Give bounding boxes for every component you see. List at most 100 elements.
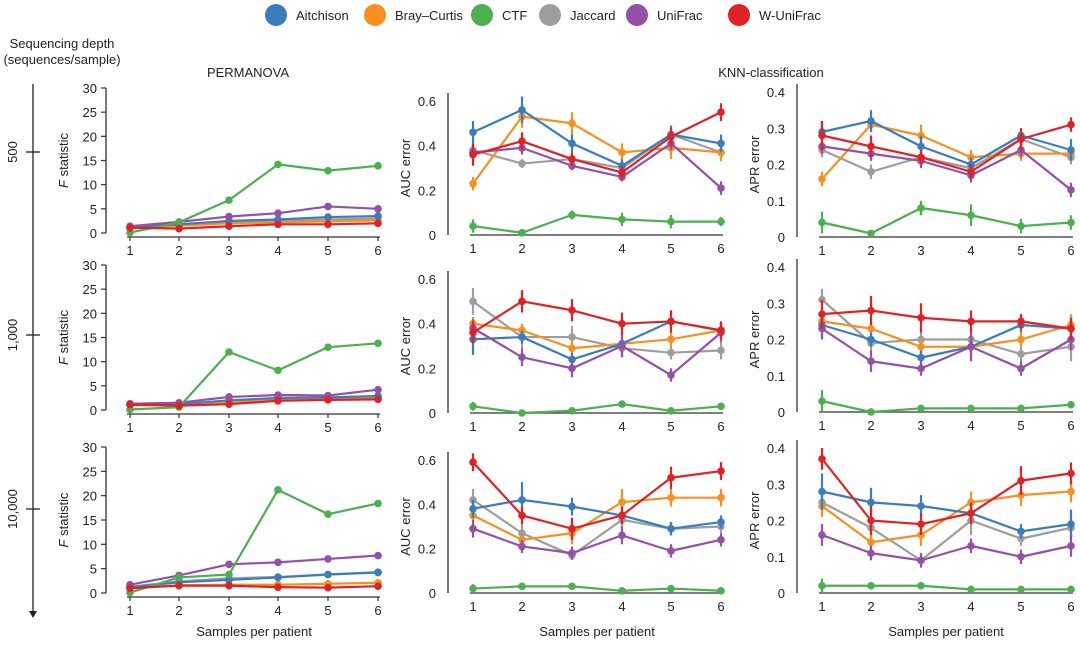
data-point (618, 168, 626, 177)
series-unifrac (818, 139, 1075, 198)
data-point (867, 516, 875, 525)
xlabel-apr: Samples per patient (888, 624, 1004, 639)
panel-knn-auc-depth-1000: 0 0.2 0.4 0.6 AUC error 1 2 3 4 5 6 (398, 271, 725, 434)
series-line (472, 322, 722, 350)
data-point (374, 568, 382, 577)
data-point (568, 406, 576, 415)
panel-knn-apr-depth-1000: 0 0.1 0.2 0.3 0.4 APR error 1 2 3 4 5 6 (747, 259, 1075, 433)
series-line (821, 123, 1072, 173)
data-point (518, 582, 526, 591)
data-point (225, 560, 233, 569)
sequencing-depth-axis: Sequencing depth (sequences/sample) 500 … (3, 36, 121, 618)
y-tick-label: 0 (90, 226, 97, 241)
data-point (126, 223, 134, 232)
data-point (1017, 350, 1025, 358)
legend-label: CTF (502, 8, 527, 23)
data-point (568, 155, 576, 163)
x-tick-label: 1 (818, 418, 825, 433)
y-axis-title: AUC error (398, 138, 413, 197)
series-w-unifrac (126, 219, 382, 233)
depth-axis-title-line1: Sequencing depth (10, 36, 115, 51)
x-tick-label: 1 (469, 241, 476, 256)
data-point (967, 509, 975, 518)
series-unifrac (818, 317, 1075, 376)
data-point (717, 493, 725, 502)
data-point (618, 511, 626, 520)
data-point (225, 393, 233, 401)
data-point (667, 217, 675, 226)
data-point (469, 150, 477, 159)
data-point (818, 581, 826, 590)
legend-swatch (728, 4, 750, 26)
y-tick-label: 0.4 (767, 85, 785, 100)
x-tick-label: 2 (518, 241, 525, 256)
data-point (274, 558, 282, 567)
y-tick-label: 0 (90, 403, 97, 418)
data-point (568, 549, 576, 557)
data-point (867, 549, 875, 557)
panel-knn-apr-depth-500: 0 0.1 0.2 0.3 0.4 APR error 1 2 3 4 5 6 (747, 84, 1075, 258)
x-tick-label: 6 (1067, 243, 1074, 258)
data-point (518, 228, 526, 237)
x-tick-label: 2 (867, 418, 874, 433)
data-point (324, 343, 332, 351)
data-point (225, 196, 233, 204)
y-tick-label: 0.6 (418, 272, 436, 287)
x-tick-label: 5 (667, 241, 674, 256)
data-point (568, 333, 576, 341)
data-point (917, 364, 925, 373)
legend-swatch (364, 4, 386, 26)
x-tick-label: 1 (469, 419, 476, 434)
data-point (568, 364, 576, 373)
series-aitchison (469, 96, 725, 173)
series-line (129, 163, 379, 234)
data-point (469, 297, 477, 306)
x-tick-label: 3 (568, 241, 575, 256)
data-point (1017, 585, 1025, 594)
xlabel-auc: Samples per patient (539, 624, 655, 639)
data-point (469, 458, 477, 467)
y-tick-label: 25 (83, 464, 97, 479)
legend-label: Jaccard (570, 8, 616, 23)
data-point (867, 306, 875, 315)
series-bray-curtis (469, 105, 725, 191)
knn-classification-title: KNN-classification (718, 65, 823, 80)
data-point (917, 342, 925, 351)
y-tick-label: 0 (429, 228, 436, 243)
data-point (667, 132, 675, 141)
x-tick-label: 3 (917, 599, 924, 614)
series-line (129, 219, 379, 230)
data-point (374, 499, 382, 508)
x-tick-label: 1 (126, 420, 133, 435)
down-arrow-icon (29, 611, 37, 618)
depth-label-500: 500 (5, 141, 20, 163)
x-tick-label: 3 (917, 243, 924, 258)
data-point (469, 524, 477, 533)
legend-label: Aitchison (296, 8, 349, 23)
x-tick-label: 5 (324, 243, 331, 258)
legend-item-unifrac: UniFrac (626, 4, 703, 26)
data-point (867, 408, 875, 416)
data-point (175, 581, 183, 590)
series-line (821, 501, 1072, 562)
x-tick-label: 6 (717, 599, 724, 614)
y-tick-label: 0.2 (767, 158, 785, 173)
data-point (518, 333, 526, 341)
data-point (518, 542, 526, 551)
series-line (129, 398, 379, 407)
data-point (1017, 335, 1025, 344)
data-point (717, 217, 725, 226)
series-line (472, 111, 722, 174)
data-point (1017, 476, 1025, 485)
y-tick-label: 10 (83, 178, 97, 193)
y-axis-title: F statistic (56, 133, 71, 188)
data-point (568, 119, 576, 128)
x-tick-label: 6 (1067, 418, 1074, 433)
y-tick-label: 10 (83, 537, 97, 552)
x-tick-label: 6 (717, 241, 724, 256)
data-point (667, 335, 675, 344)
y-tick-label: 0.4 (767, 441, 785, 456)
series-ctf (818, 578, 1075, 594)
data-point (618, 531, 626, 540)
y-axis-title: APR error (747, 310, 762, 368)
